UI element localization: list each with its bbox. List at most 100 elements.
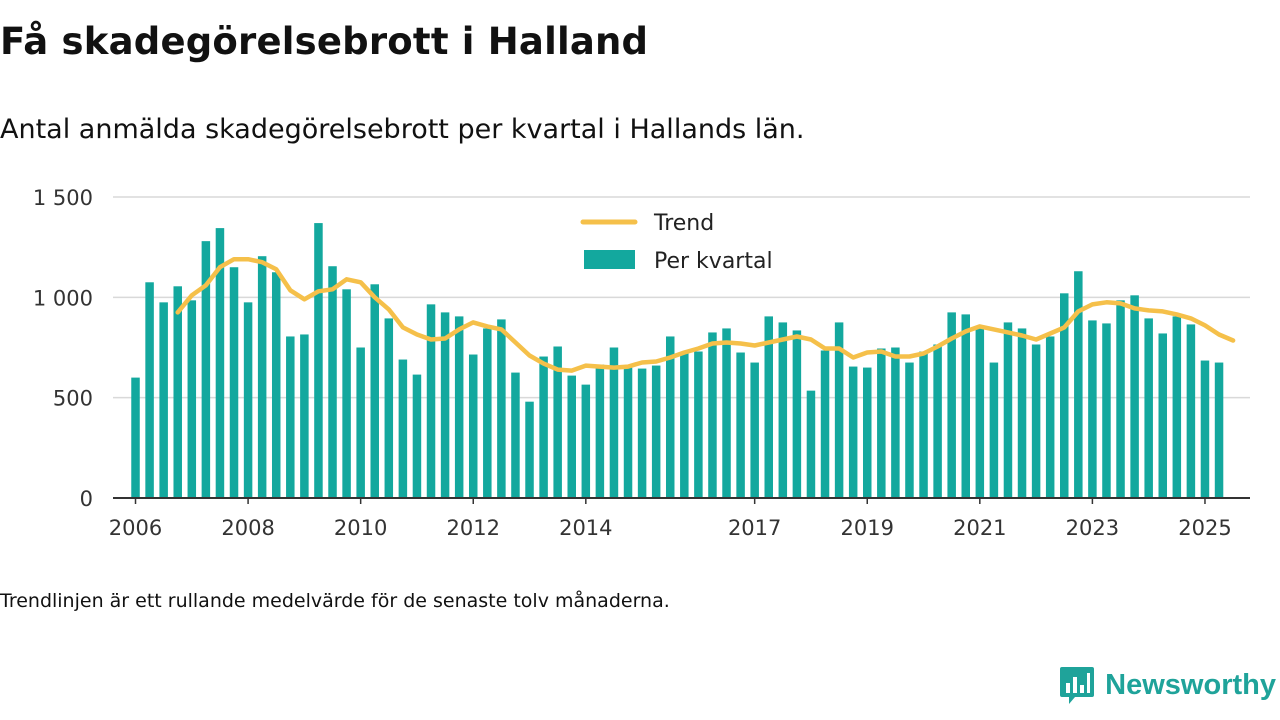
x-tick-label: 2012 <box>447 516 500 540</box>
bar <box>511 372 520 498</box>
bar <box>891 347 900 498</box>
bar <box>1017 328 1027 498</box>
bar <box>426 304 436 498</box>
bar <box>1045 336 1055 498</box>
bar <box>1172 316 1182 498</box>
bar <box>651 365 661 498</box>
bar <box>483 328 492 498</box>
bar <box>1003 322 1013 498</box>
y-tick-label: 1 000 <box>33 286 93 310</box>
bar <box>778 322 788 498</box>
bar <box>201 241 211 498</box>
bar <box>834 322 844 498</box>
bar <box>595 364 605 498</box>
bar <box>722 328 731 498</box>
x-tick-label: 2019 <box>841 516 894 540</box>
brand-name: Newsworthy <box>1105 668 1276 701</box>
bar <box>314 223 323 498</box>
bar <box>159 302 168 498</box>
bar <box>412 374 422 498</box>
bar <box>525 401 534 498</box>
bar <box>567 375 576 498</box>
bar <box>243 302 253 498</box>
bar <box>905 362 914 498</box>
axes: 0 500 1 000 1 500 2006 2008 2010 2012 2014 2017 20… <box>33 186 1250 540</box>
bar <box>271 272 281 498</box>
chart-subtitle: Antal anmälda skadegörelsebrott per kvar… <box>0 114 805 145</box>
bar <box>862 367 872 498</box>
bar <box>1031 344 1041 498</box>
bar <box>933 344 942 498</box>
bar <box>1214 362 1224 498</box>
bar <box>975 328 985 498</box>
x-tick-label: 2008 <box>221 516 274 540</box>
x-tick-label: 2010 <box>334 516 387 540</box>
x-tick-label: 2021 <box>953 516 1006 540</box>
bar <box>694 351 703 498</box>
x-tick-label: 2014 <box>559 516 612 540</box>
bar <box>356 347 365 498</box>
bar <box>1186 324 1196 498</box>
bar <box>764 316 773 498</box>
bar <box>792 330 802 498</box>
legend-bars-label: Per kvartal <box>654 249 773 274</box>
bar <box>398 359 408 498</box>
bar <box>820 350 830 498</box>
brand-logo: Newsworthy <box>1059 664 1276 706</box>
y-tick-label: 1 500 <box>33 186 93 210</box>
bar <box>187 300 197 498</box>
bar <box>328 266 337 498</box>
trend-line <box>175 256 1236 373</box>
bar <box>1200 360 1210 498</box>
bar <box>553 346 562 498</box>
bar <box>342 289 351 498</box>
bar <box>961 314 970 498</box>
bar <box>497 319 506 498</box>
legend-trend-label: Trend <box>653 211 714 236</box>
bar <box>257 256 267 498</box>
bar <box>539 356 548 498</box>
bar <box>581 384 591 498</box>
bar <box>145 282 154 498</box>
bar <box>1074 271 1083 498</box>
bar <box>806 390 816 498</box>
bar <box>454 316 464 498</box>
bar <box>215 228 225 498</box>
bar <box>736 352 745 498</box>
x-tick-label: 2025 <box>1178 516 1231 540</box>
bar <box>1102 323 1111 498</box>
bar <box>1088 320 1097 498</box>
x-tick-label: 2006 <box>109 516 162 540</box>
bar-chart: 0 500 1 000 1 500 2006 2008 2010 2012 2014 2017 20… <box>33 186 1250 540</box>
bar <box>300 334 309 498</box>
line-series-trend <box>175 256 1236 373</box>
y-tick-label: 500 <box>53 387 93 411</box>
bar <box>637 368 647 498</box>
bar <box>919 351 928 498</box>
bar <box>229 267 239 498</box>
bar <box>665 336 675 498</box>
legend-bars-swatch <box>584 250 635 269</box>
legend: Trend Per kvartal <box>580 211 773 274</box>
newsworthy-logo-icon <box>1060 667 1095 704</box>
bar <box>1158 333 1168 498</box>
bar <box>1130 295 1139 498</box>
bar <box>680 352 689 498</box>
bar <box>623 367 633 498</box>
bar <box>468 354 478 498</box>
bar <box>1116 300 1125 498</box>
bar <box>877 348 886 498</box>
x-tick-label: 2023 <box>1066 516 1119 540</box>
bar-series-per-kvartal <box>131 223 1224 498</box>
chart-footnote: Trendlinjen är ett rullande medelvärde f… <box>0 590 670 612</box>
bar <box>384 318 394 498</box>
bar <box>989 362 999 498</box>
x-tick-label: 2017 <box>728 516 781 540</box>
chart-title: Få skadegörelsebrott i Halland <box>0 20 649 63</box>
bar <box>370 284 379 498</box>
bar <box>286 336 295 498</box>
bar <box>708 332 717 498</box>
bar <box>1144 318 1153 498</box>
bar <box>609 347 619 498</box>
bar <box>131 377 140 498</box>
